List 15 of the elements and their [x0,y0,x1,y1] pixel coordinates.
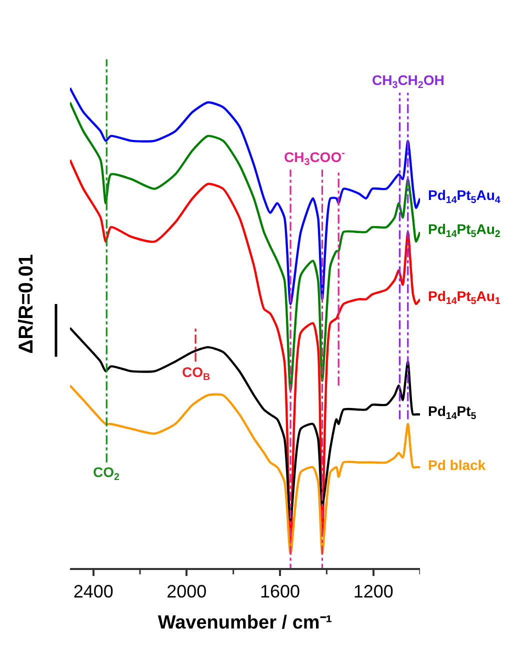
x-tick-label: 1600 [260,581,300,602]
series-label: Pd$_{14}$Pt$_{5}$Au$_{4}$ [428,187,501,206]
ref-line-label: CH$_{3}$CH$_{2}$OH [372,72,444,91]
x-axis-title: Wavenumber / cm⁻¹ [158,612,332,634]
x-tick-label: 2000 [166,581,207,602]
series-label: Pd$_{14}$Pt$_{5}$ [428,403,477,422]
series-label: Pd black [428,457,486,473]
x-tick-label: 1200 [353,581,394,602]
ref-line-label: CH$_{3}$COO$^{-}$ [284,148,345,168]
series-label: Pd$_{14}$Pt$_{5}$Au$_{2}$ [428,221,501,240]
ref-line-label: CO$_{B}$ [182,364,210,383]
series-label: Pd$_{14}$Pt$_{5}$Au$_{1}$ [428,288,501,307]
ref-line-label: CO$_{2}$ [93,464,120,483]
y-axis-title: ΔR/R=0.01 [16,254,38,354]
x-tick-label: 2400 [73,581,114,602]
